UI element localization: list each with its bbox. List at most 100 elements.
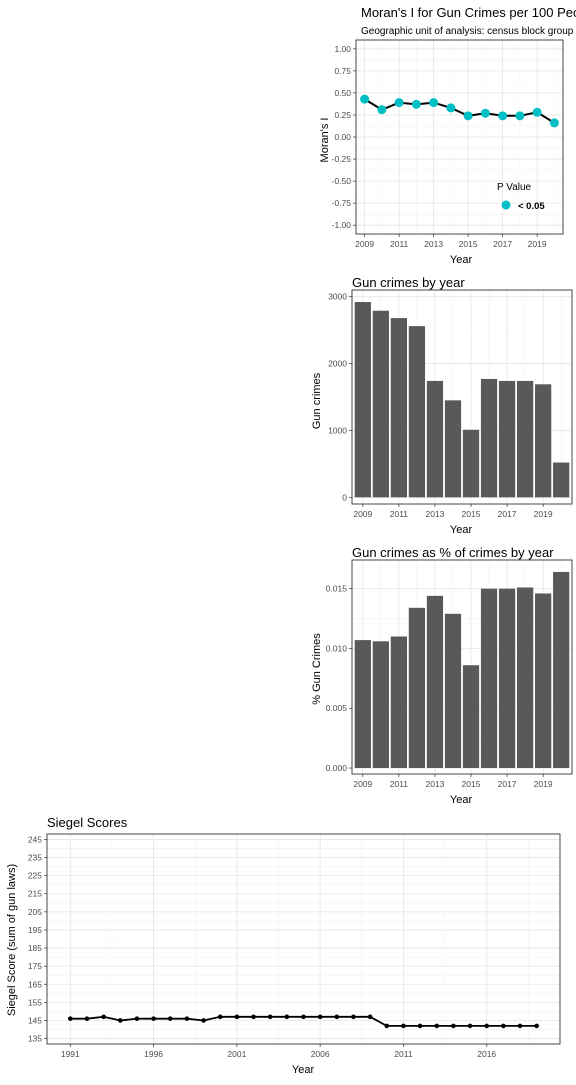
y-tick-labels: 0 1000 2000 3000	[328, 292, 352, 502]
data-point	[384, 1023, 390, 1029]
data-point	[532, 107, 542, 117]
y-axis-title: Moran's I	[319, 118, 331, 163]
data-point	[317, 1014, 323, 1020]
y-tick-label: 0.000	[326, 763, 348, 773]
data-point	[394, 98, 404, 108]
bar	[372, 310, 389, 498]
y-tick-label: 235	[28, 853, 42, 863]
y-tick-label: 0.75	[334, 66, 351, 76]
data-point	[201, 1018, 206, 1023]
x-axis-title: Year	[450, 254, 473, 266]
bar	[535, 593, 552, 769]
data-point	[484, 1023, 490, 1029]
data-point	[151, 1016, 156, 1021]
y-axis-title: Siegel Score (sum of gun laws)	[6, 864, 18, 1016]
plot-frame	[46, 833, 561, 1045]
data-point	[251, 1014, 256, 1020]
data-point	[351, 1014, 356, 1020]
data-point	[84, 1016, 90, 1021]
y-tick-label: -0.25	[332, 154, 352, 164]
bar	[408, 607, 426, 769]
bar	[354, 640, 371, 769]
data-point	[117, 1018, 123, 1023]
y-tick-label: 0.015	[326, 584, 348, 594]
data-point	[411, 99, 421, 109]
data-point	[377, 105, 387, 115]
data-point	[234, 1014, 240, 1020]
y-tick-label: 165	[28, 979, 42, 989]
bar	[444, 613, 462, 769]
data-point	[417, 1023, 423, 1029]
morans-i-chart: Moran's I for Gun Crimes per 100 People …	[305, 0, 576, 270]
x-tick-label: 2006	[311, 1049, 330, 1059]
y-axis-title: % Gun Crimes	[311, 633, 323, 705]
x-tick-label: 2009	[355, 239, 374, 249]
x-tick-label: 2015	[462, 779, 481, 789]
y-tick-labels: -1.00 -0.75 -0.50 -0.25 0.00 0.25 0.50 0.75 1.00	[332, 44, 356, 230]
data-point	[434, 1023, 440, 1029]
y-tick-label: 245	[28, 834, 42, 844]
data-point	[429, 98, 439, 108]
data-marks	[360, 94, 559, 128]
bar	[462, 429, 480, 498]
x-tick-label: 2019	[534, 509, 553, 519]
gun-crimes-svg: Gun crimes by year 0 1000 2000 3000 2009 201…	[311, 275, 573, 536]
data-point	[480, 108, 490, 118]
y-tick-label: 1.00	[334, 44, 351, 54]
gridlines	[47, 834, 560, 1044]
data-point	[267, 1014, 273, 1020]
data-point	[534, 1023, 539, 1029]
y-tick-label: 155	[28, 997, 42, 1007]
y-tick-label: 215	[28, 889, 42, 899]
chart-title: Gun crimes as % of crimes by year	[352, 545, 554, 560]
bar	[444, 400, 462, 498]
data-point	[367, 1014, 373, 1020]
data-point	[401, 1023, 406, 1029]
morans-i-svg: Moran's I for Gun Crimes per 100 People …	[319, 5, 576, 266]
x-tick-label: 2001	[227, 1049, 246, 1059]
y-tick-label: 145	[28, 1015, 42, 1025]
data-point	[515, 111, 525, 121]
y-tick-labels: 135 145 155 165 175 185 195 205 215 225 235 245	[28, 834, 47, 1044]
data-point	[101, 1014, 106, 1020]
y-tick-label: 185	[28, 943, 42, 953]
gun-crimes-chart: Gun crimes by year 0 1000 2000 3000 2009 201…	[305, 270, 576, 540]
data-point	[467, 1023, 473, 1029]
y-tick-label: 135	[28, 1034, 42, 1044]
data-point	[451, 1023, 456, 1029]
x-axis-title: Year	[450, 794, 473, 806]
y-tick-label: 225	[28, 871, 42, 881]
y-tick-label: 195	[28, 925, 42, 935]
x-tick-labels: 2009 2011 2013 2015 2017 2019	[355, 234, 547, 249]
chart-subtitle: Geographic unit of analysis: census bloc…	[361, 26, 574, 37]
x-tick-label: 2019	[534, 779, 553, 789]
data-point	[217, 1014, 223, 1020]
data-point	[501, 1023, 506, 1029]
y-tick-label: 205	[28, 907, 42, 917]
chart-title: Moran's I for Gun Crimes per 100 People	[361, 5, 576, 20]
bar	[354, 302, 371, 498]
data-marks	[68, 1014, 539, 1029]
gun-pct-chart: Gun crimes as % of crimes by year 0.000 0…	[305, 540, 576, 810]
data-point	[334, 1014, 340, 1020]
y-tick-label: 175	[28, 961, 42, 971]
bar	[480, 588, 498, 769]
data-point	[517, 1023, 523, 1029]
y-tick-label: -0.75	[332, 198, 352, 208]
y-tick-label: 0.00	[334, 132, 351, 142]
x-tick-label: 2013	[425, 509, 444, 519]
data-point	[134, 1016, 140, 1021]
y-tick-label: 0	[342, 492, 347, 502]
x-tick-label: 2017	[498, 779, 517, 789]
x-tick-label: 1991	[61, 1049, 80, 1059]
series-line	[364, 98, 555, 124]
bar	[517, 587, 534, 769]
data-marks	[354, 571, 570, 769]
data-marks	[354, 302, 570, 498]
data-point	[284, 1014, 290, 1020]
y-tick-label: 0.25	[334, 110, 351, 120]
bar	[553, 462, 570, 498]
bar	[426, 380, 444, 498]
bar	[462, 665, 480, 769]
x-tick-label: 1996	[144, 1049, 163, 1059]
